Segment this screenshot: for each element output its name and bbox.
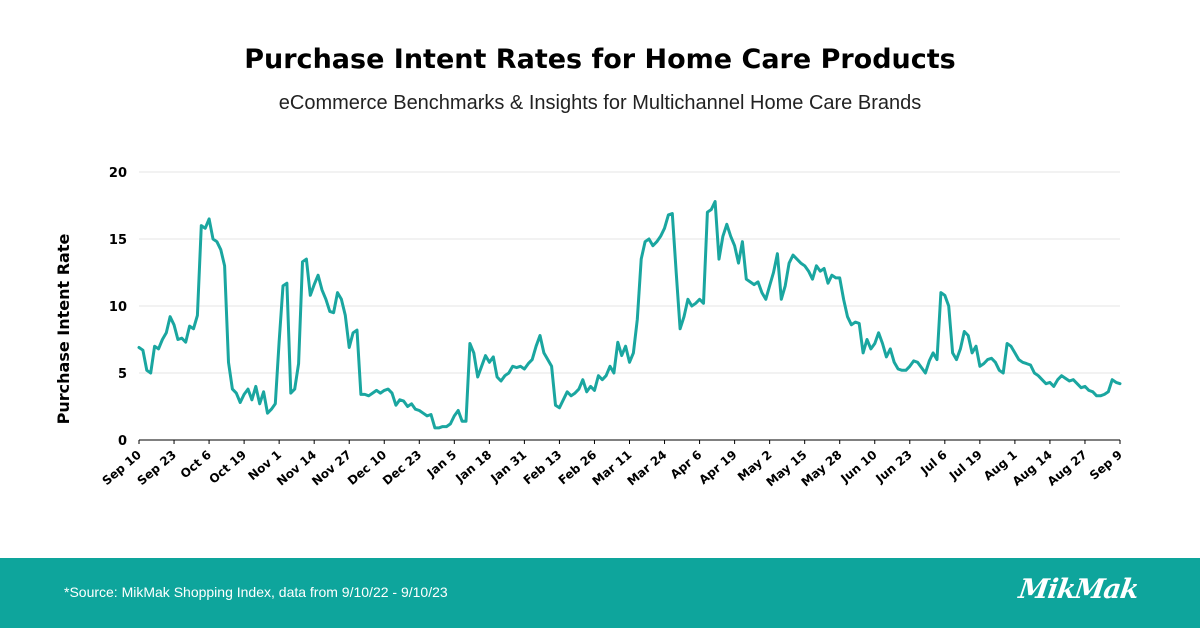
x-tick-label: Sep 9 [1087, 448, 1125, 483]
x-tick-label: Dec 10 [345, 448, 389, 488]
chart-title: Purchase Intent Rates for Home Care Prod… [244, 44, 956, 75]
y-tick-label: 15 [109, 233, 127, 248]
y-tick-label: 20 [109, 166, 127, 181]
footer-bar: *Source: MikMak Shopping Index, data fro… [0, 558, 1200, 628]
x-tick-label: Jul 19 [946, 448, 985, 484]
x-tick-label: Jun 10 [837, 448, 879, 487]
x-tick-label: Dec 23 [380, 448, 424, 488]
source-footnote: *Source: MikMak Shopping Index, data fro… [64, 584, 448, 600]
chart-subtitle: eCommerce Benchmarks & Insights for Mult… [278, 92, 922, 114]
y-axis-label: Purchase Intent Rate [54, 234, 73, 425]
x-tick-label: Apr 19 [696, 448, 739, 487]
x-tick-label: Sep 23 [135, 448, 179, 488]
mikmak-logo: MikMak [1016, 574, 1141, 605]
x-tick-label: Mar 24 [625, 448, 670, 489]
y-axis-ticks: 0 5 10 15 20 [109, 166, 127, 449]
x-tick-label: Aug 27 [1045, 448, 1090, 489]
series-layer [137, 200, 1122, 430]
gridlines [139, 171, 1120, 374]
x-tick-label: Oct 19 [206, 448, 249, 487]
x-tick-label: Nov 27 [309, 448, 354, 489]
x-tick-label: Jul 6 [917, 448, 949, 478]
x-tick-label: Jan 18 [452, 448, 494, 486]
y-tick-label: 10 [109, 300, 127, 315]
x-tick-label: Jun 23 [872, 448, 914, 487]
y-tick-label: 5 [118, 367, 127, 382]
x-tick-label: Feb 13 [521, 448, 565, 488]
series-line-purchase-intent [137, 200, 1122, 430]
y-tick-label: 0 [118, 434, 127, 449]
